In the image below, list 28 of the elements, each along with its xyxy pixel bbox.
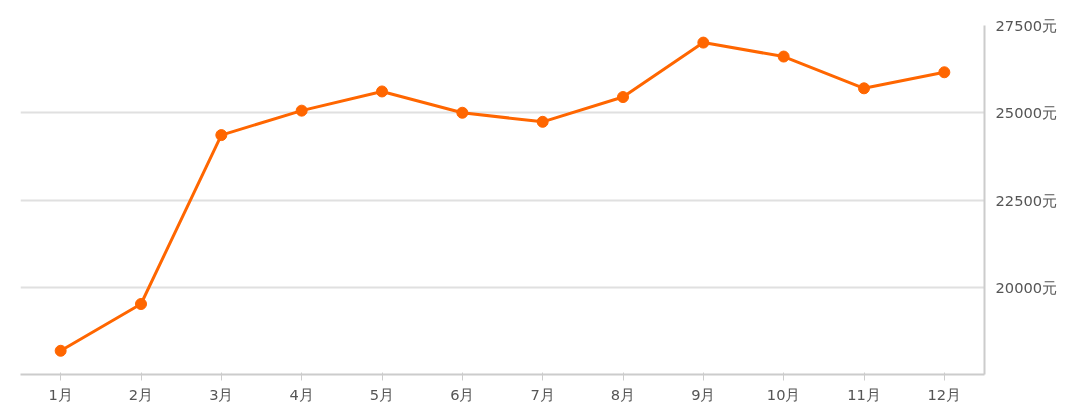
point	[215, 129, 228, 142]
point	[456, 106, 469, 119]
x-tick-label: 8月	[610, 385, 636, 403]
y-tick-label: 20000元	[995, 278, 1058, 296]
x-tick-label: 12月	[927, 385, 962, 403]
point	[938, 66, 951, 79]
y-tick-label: 22500元	[995, 191, 1058, 209]
point	[54, 344, 67, 357]
x-tick-label: 10月	[766, 385, 801, 403]
x-tick-label: 4月	[289, 385, 314, 403]
x-tick-label: 9月	[691, 385, 716, 403]
point	[858, 82, 870, 95]
x-tick-label: 5月	[369, 385, 395, 403]
point	[295, 104, 308, 117]
x-tick-label: 1月	[48, 385, 73, 403]
point	[697, 36, 710, 49]
x-tick-label: 7月	[530, 385, 555, 403]
point	[777, 50, 790, 63]
point	[135, 298, 147, 310]
x-tick-label: 3月	[209, 385, 234, 403]
x-tick-label: 6月	[450, 385, 475, 403]
x-tick-label: 2月	[128, 385, 154, 403]
point	[617, 91, 629, 104]
y-tick-label: 25000元	[995, 104, 1058, 122]
x-tick-label: 11月	[847, 385, 881, 403]
y-tick-label: 27500元	[995, 17, 1058, 34]
point	[536, 115, 549, 128]
point	[376, 85, 388, 98]
